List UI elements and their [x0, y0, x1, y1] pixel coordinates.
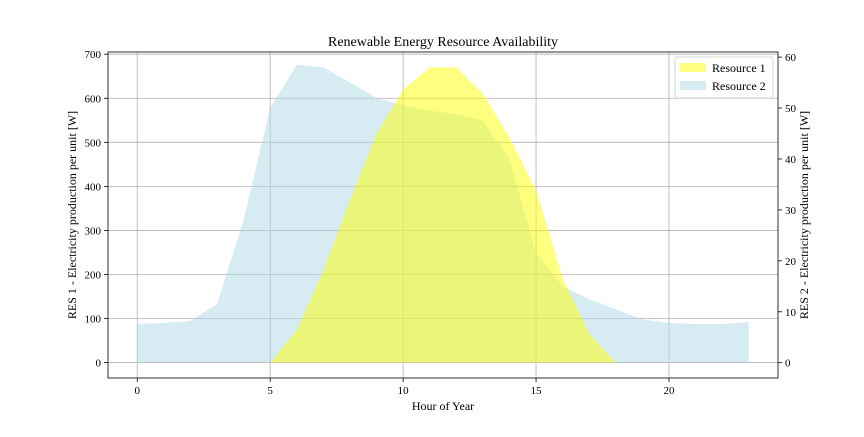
series-areas [137, 64, 749, 363]
chart-title: Renewable Energy Resource Availability [328, 35, 558, 50]
y2-tick-label-3: 30 [785, 205, 797, 217]
y2-tick-label-5: 50 [785, 103, 797, 115]
y2-tick-label-6: 60 [785, 52, 797, 64]
y2-axis-ticks: 0 10 20 30 40 50 60 [778, 52, 797, 370]
legend-label-resource-1: Resource 1 [712, 61, 766, 75]
y-tick-label-7: 700 [85, 49, 102, 61]
y2-tick-label-4: 40 [785, 154, 797, 166]
legend-swatch-resource-2 [680, 81, 706, 90]
plot-frame [107, 51, 779, 379]
y-tick-label-2: 200 [85, 269, 102, 281]
y2-axis-label: RES 2 - Electricity production per unit … [797, 111, 811, 319]
y2-tick-label-1: 10 [785, 307, 797, 319]
y-tick-label-3: 300 [85, 225, 102, 237]
y-tick-label-1: 100 [85, 314, 102, 326]
x-tick-label-3: 15 [531, 385, 543, 397]
legend: Resource 1 Resource 2 [674, 56, 774, 99]
x-tick-label-4: 20 [663, 385, 675, 397]
x-tick-label-0: 0 [134, 385, 140, 397]
area-resource-1 [137, 67, 749, 363]
x-tick-label-1: 5 [267, 385, 273, 397]
y-tick-label-6: 600 [85, 93, 102, 105]
legend-swatch-resource-1 [680, 63, 706, 72]
y-axis-ticks: 0 100 200 300 400 500 600 700 [85, 49, 108, 370]
y-axis-label: RES 1 - Electricity production per unit … [65, 111, 79, 319]
y-tick-label-4: 400 [85, 181, 102, 193]
x-axis-ticks: 0 5 10 15 20 [134, 378, 675, 397]
y-tick-label-5: 500 [85, 137, 102, 149]
x-tick-label-2: 10 [398, 385, 410, 397]
legend-label-resource-2: Resource 2 [712, 79, 766, 93]
x-axis-label: Hour of Year [412, 399, 474, 413]
y2-tick-label-2: 20 [785, 256, 797, 268]
y2-tick-label-0: 0 [785, 358, 791, 370]
y-tick-label-0: 0 [96, 358, 102, 370]
